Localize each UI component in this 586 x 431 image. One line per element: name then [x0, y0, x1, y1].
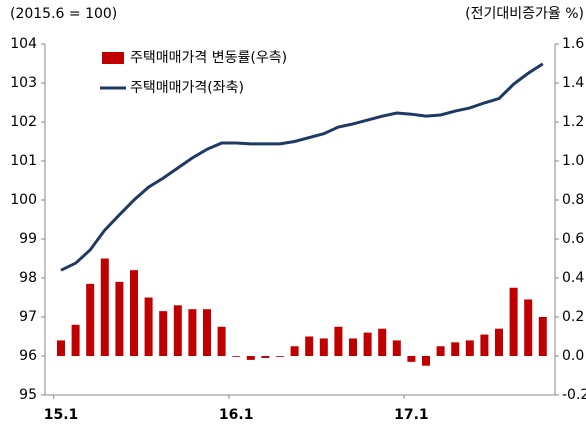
y-tick-label: 99: [19, 231, 37, 247]
y-tick-label: 104: [10, 36, 37, 52]
bar: [232, 356, 241, 357]
bar: [71, 324, 80, 356]
legend-swatch: [102, 52, 124, 64]
bar: [86, 283, 95, 356]
bar: [144, 297, 153, 356]
bar: [159, 311, 168, 356]
bar: [173, 305, 182, 356]
line: [60, 62, 544, 272]
bar: [538, 317, 547, 356]
y2-tick-label: 0.4: [562, 270, 584, 286]
bar: [451, 342, 460, 356]
y2-tick-label: 1.0: [562, 153, 584, 169]
bar: [407, 356, 416, 362]
y2-tick-label: 1.4: [562, 75, 584, 91]
bar: [436, 346, 445, 356]
legend-label: 주택매매가격 변동률(우측): [130, 50, 287, 66]
bar: [392, 340, 401, 356]
bar: [188, 309, 197, 356]
bar: [305, 336, 314, 356]
y-axis-label: (2015.6 = 100): [10, 6, 117, 22]
y2-tick-label: 0.0: [562, 348, 584, 364]
bar: [130, 270, 138, 356]
bar: [276, 356, 284, 357]
y-tick-label: 102: [10, 114, 37, 130]
bar: [465, 340, 474, 356]
y-tick-label: 96: [19, 348, 37, 364]
y2-tick-label: 0.2: [562, 309, 584, 325]
bar: [319, 338, 328, 356]
bar: [495, 328, 503, 356]
bar: [203, 309, 211, 356]
x-tick-label: 15.1: [44, 407, 79, 423]
bar: [480, 334, 489, 356]
y-tick-label: 97: [19, 309, 37, 325]
bar: [100, 258, 109, 356]
bar: [290, 346, 299, 356]
bar: [334, 326, 343, 356]
y2-axis-label: (전기대비증가율 %): [465, 6, 584, 22]
y2-tick-label: 1.6: [562, 36, 584, 52]
y2-tick-label: 0.6: [562, 231, 584, 247]
legend-label: 주택매매가격(좌축): [130, 80, 244, 96]
bar: [524, 299, 533, 356]
y-tick-label: 95: [19, 387, 37, 403]
x-tick-label: 17.1: [394, 407, 429, 423]
y2-tick-label: 0.8: [562, 192, 584, 208]
y2-tick-label: 1.2: [562, 114, 584, 130]
bar: [349, 338, 357, 356]
bar: [378, 328, 387, 356]
y-tick-label: 103: [10, 75, 37, 91]
bar: [363, 332, 372, 356]
bar: [217, 326, 226, 356]
bar: [115, 281, 124, 356]
y-tick-label: 100: [10, 192, 37, 208]
y-tick-label: 101: [10, 153, 37, 169]
bar: [422, 356, 430, 366]
bar: [57, 340, 65, 356]
bar: [246, 356, 255, 360]
bar: [261, 356, 270, 358]
y2-tick-label: -0.2: [562, 387, 586, 403]
x-tick-label: 16.1: [219, 407, 254, 423]
bar: [509, 287, 518, 356]
y-tick-label: 98: [19, 270, 37, 286]
